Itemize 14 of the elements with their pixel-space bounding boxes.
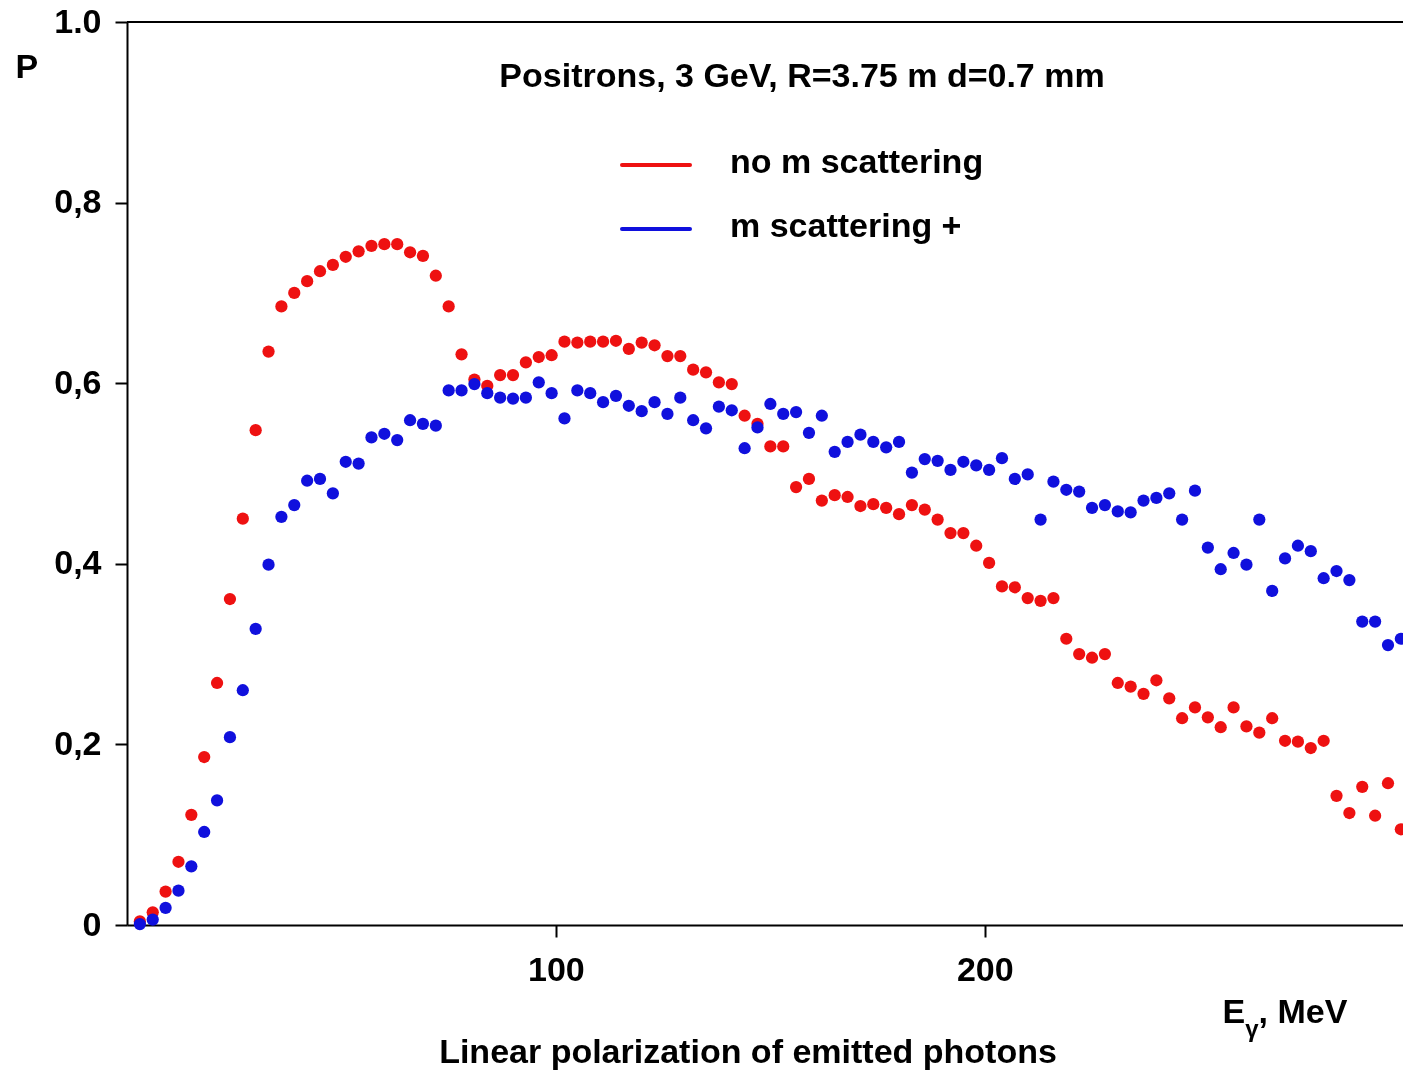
- y-tick-label: 0,6: [54, 362, 102, 401]
- x-tick-label: 200: [956, 949, 1014, 988]
- y-axis-title: P: [15, 46, 39, 85]
- x-axis-title: E$_{γ}$, MeV: [1222, 991, 1348, 1041]
- y-tick-label: 0,4: [54, 543, 102, 582]
- text: Positrons, 3 GeV, R=3.75 m d=0.7 mm: [499, 56, 1105, 94]
- y-tick-label: 1.0: [54, 1, 102, 40]
- y-tick-label: 0: [82, 904, 102, 943]
- y-tick-label: 0,8: [54, 182, 102, 221]
- y-tick-label: 0,2: [54, 723, 102, 762]
- text: Linear polarization of emitted photons: [439, 1032, 1057, 1070]
- x-tick-label: 100: [528, 949, 585, 988]
- legend-label: m scattering +: [730, 206, 962, 244]
- legend-label: no m scattering: [730, 142, 984, 180]
